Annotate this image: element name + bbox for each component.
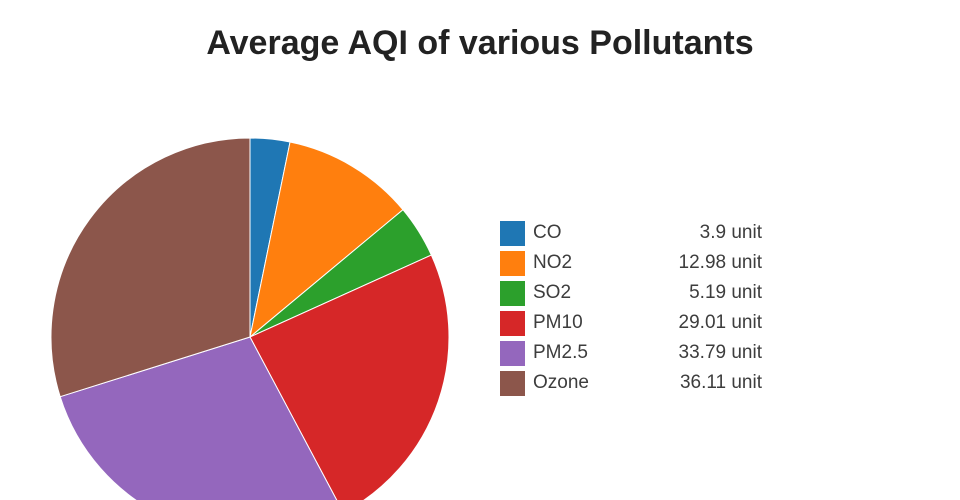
pie-slice-no2[interactable] [249, 141, 404, 339]
legend-item-pm10[interactable]: PM10 29.01 unit [500, 308, 762, 338]
legend-value-pm10: 29.01 unit [678, 312, 762, 333]
legend-swatch-pm10 [500, 310, 525, 336]
legend-value-co: 3.9 unit [699, 222, 762, 243]
legend-item-so2[interactable]: SO2 5.19 unit [500, 278, 762, 308]
legend: CO 3.9 unit NO2 12.98 unit SO2 5.19 unit PM10 2… [500, 218, 762, 398]
pie-slice-pm2-5[interactable] [59, 336, 343, 500]
legend-item-pm2-5[interactable]: PM2.5 33.79 unit [500, 338, 762, 368]
legend-label-so2: SO2 [533, 282, 572, 303]
legend-value-ozone: 36.11 unit [679, 372, 762, 393]
legend-label-no2: NO2 [533, 252, 573, 273]
pie-slice-ozone[interactable] [50, 137, 251, 398]
legend-label-ozone: Ozone [533, 372, 589, 393]
legend-item-ozone[interactable]: Ozone 36.11 unit [500, 368, 762, 398]
legend-swatch-no2 [500, 250, 525, 276]
legend-item-no2[interactable]: NO2 12.98 unit [500, 248, 762, 278]
legend-value-no2: 12.98 unit [678, 252, 762, 273]
legend-value-pm2-5: 33.79 unit [678, 342, 762, 363]
chart-title: Average AQI of various Pollutants [206, 24, 754, 62]
legend-item-co[interactable]: CO 3.9 unit [500, 218, 762, 248]
legend-label-pm10: PM10 [533, 312, 583, 333]
legend-swatch-co [500, 220, 525, 246]
legend-label-co: CO [533, 222, 562, 243]
legend-label-pm2-5: PM2.5 [533, 342, 588, 363]
pie-chart [50, 137, 450, 500]
pie-slice-pm10[interactable] [249, 254, 450, 500]
legend-value-so2: 5.19 unit [689, 282, 762, 303]
legend-swatch-ozone [500, 370, 525, 396]
legend-swatch-so2 [500, 280, 525, 306]
legend-swatch-pm2-5 [500, 340, 525, 366]
